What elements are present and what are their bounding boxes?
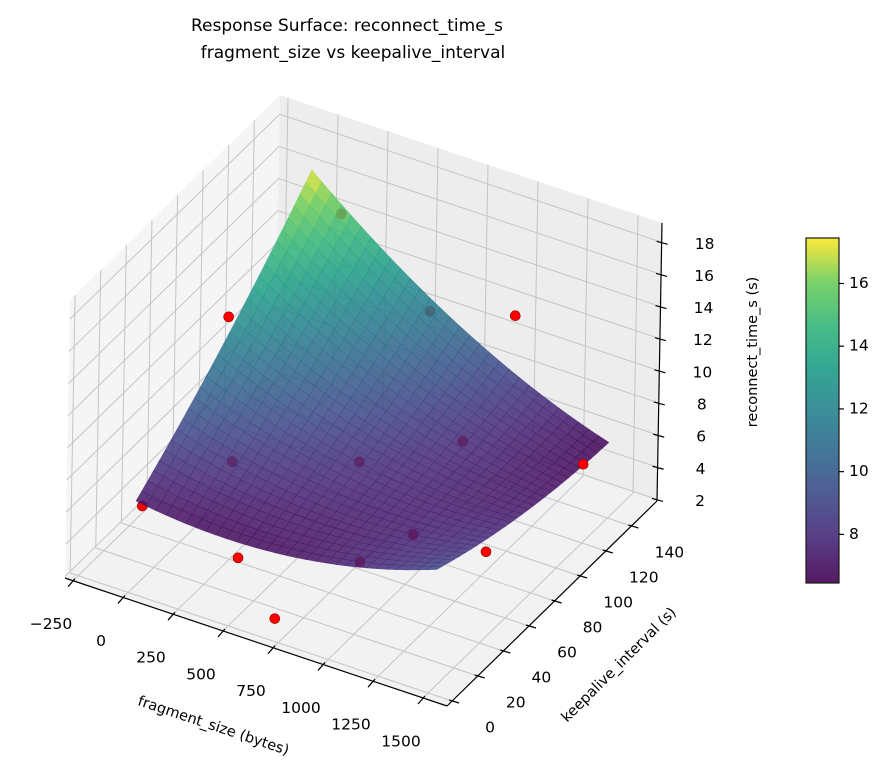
y-tick — [576, 574, 588, 579]
grid-line-z-back — [278, 178, 661, 308]
y-tick — [474, 674, 485, 679]
y-axis-label: keepalive_interval (s) — [559, 605, 680, 726]
y-tick — [525, 624, 537, 629]
x-tick-label: 250 — [136, 649, 166, 667]
z-tick-label: 4 — [696, 460, 706, 478]
scatter-points-above — [223, 310, 589, 470]
z-tick-label: 2 — [695, 492, 705, 510]
x-tick — [67, 578, 76, 588]
grid-line-y-floor — [121, 522, 504, 652]
x-tick-label: 1000 — [281, 699, 320, 717]
y-tick — [628, 524, 639, 529]
grid-line-z-left — [68, 146, 280, 352]
left-pane — [65, 95, 280, 578]
grid-line-z-left — [66, 242, 278, 449]
chart-title-line1: Response Surface: reconnect_time_s — [191, 16, 503, 36]
y-tick-label: 120 — [629, 569, 659, 587]
x-tick — [317, 662, 326, 671]
colorbar-tick-label: 8 — [849, 525, 859, 543]
colorbar-tick-label: 10 — [849, 462, 869, 480]
z-tick — [656, 240, 668, 245]
y-tick-label: 60 — [557, 644, 577, 662]
colorbar — [805, 237, 840, 584]
x-tick-label: 1500 — [381, 732, 420, 750]
grid-line-z-back — [278, 145, 662, 275]
grid-line-y-left — [95, 269, 102, 549]
grid-line-y-left — [69, 294, 76, 574]
z-tick — [655, 304, 667, 310]
z-tick — [654, 369, 666, 374]
x-axis-label: fragment_size (bytes) — [136, 694, 291, 759]
z-tick — [653, 433, 665, 438]
y-tick-label: 20 — [506, 694, 526, 712]
colorbar-tick-label: 14 — [849, 337, 869, 355]
x-tick-label: 1250 — [331, 716, 370, 734]
z-axis-label: reconnect_time_s (s) — [745, 277, 761, 428]
surface-mesh — [135, 169, 610, 571]
data-point — [509, 310, 521, 322]
x-tick — [367, 678, 376, 688]
colorbar-ticks: 8 10 12 14 16 — [839, 274, 869, 543]
grid-line-z-left — [68, 178, 279, 384]
grid-line-x-floor — [372, 475, 584, 682]
colorbar-tick-label: 12 — [849, 399, 869, 417]
grid-line-y-left — [120, 244, 127, 524]
data-point — [269, 613, 281, 624]
y-tick-label: 140 — [655, 544, 685, 562]
x-tick — [167, 611, 176, 621]
grid-line-y-left — [146, 219, 153, 499]
z-tick — [652, 465, 664, 470]
z-tick-label: 8 — [697, 395, 707, 413]
grid-line-z-left — [69, 113, 281, 320]
z-tick — [653, 401, 665, 406]
x-axis-line — [64, 577, 448, 707]
z-tick — [654, 337, 667, 342]
x-tick — [267, 645, 276, 655]
grid-line-x-back — [632, 214, 639, 493]
z-tick — [651, 497, 664, 502]
x-tick — [117, 595, 126, 604]
y-tick — [448, 699, 460, 704]
data-point — [577, 458, 589, 470]
z-tick — [655, 272, 668, 278]
y-axis-line — [446, 500, 658, 707]
z-tick-label: 14 — [694, 299, 714, 317]
grid-line-z-left — [67, 210, 279, 417]
x-tick-label: 750 — [236, 682, 266, 700]
y-tick — [602, 549, 613, 554]
data-point — [232, 552, 244, 564]
y-tick — [500, 649, 511, 654]
grid-line-y-floor — [95, 547, 478, 677]
data-point — [223, 311, 234, 323]
z-tick-label: 16 — [694, 267, 714, 285]
y-tick-label: 100 — [603, 594, 633, 612]
z-tick-label: 6 — [696, 428, 706, 446]
y-tick-label: 80 — [583, 619, 603, 637]
grid-line-z-back — [279, 113, 662, 243]
z-tick-label: 18 — [695, 235, 715, 253]
grid-line-y-left — [172, 194, 179, 474]
grid-line-x-floor — [422, 492, 634, 699]
z-axis-line — [656, 222, 663, 502]
surface-patch — [425, 565, 443, 571]
x-tick — [417, 695, 426, 705]
x-tick-label: −250 — [30, 615, 73, 633]
x-tick-label: 500 — [186, 665, 216, 683]
data-point — [480, 546, 492, 558]
z-tick-label: 12 — [693, 331, 713, 349]
colorbar-tick-label: 16 — [849, 274, 869, 292]
y-tick-label: 0 — [485, 719, 495, 737]
x-tick — [217, 628, 226, 638]
chart-title-line2: fragment_size vs keepalive_interval — [201, 43, 505, 63]
x-tick-label: 0 — [96, 632, 106, 650]
z-tick-label: 10 — [692, 363, 712, 381]
y-tick-label: 40 — [531, 669, 551, 687]
y-tick — [551, 599, 562, 604]
grid-line-y-floor — [69, 572, 453, 702]
